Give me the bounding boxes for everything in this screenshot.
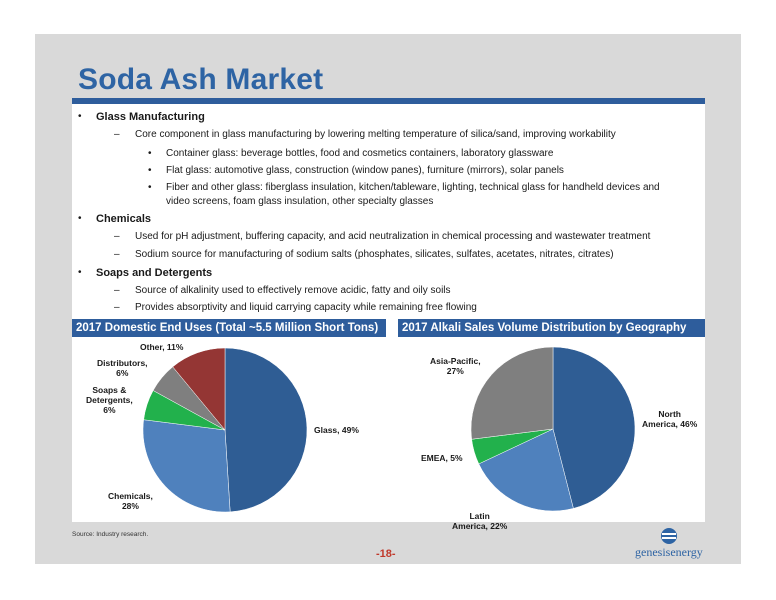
genesis-logo-icon <box>661 528 677 544</box>
glass-subpoint: Core component in glass manufacturing by… <box>135 129 616 140</box>
glass-item-fiber-cont: video screens, foam glass insulation, ot… <box>166 196 434 207</box>
bullet: • <box>78 267 82 278</box>
glass-item-container: Container glass: beverage bottles, food … <box>166 148 554 159</box>
section-heading-glass: Glass Manufacturing <box>96 111 205 123</box>
pie-label-chemicals: Chemicals, 28% <box>108 491 153 511</box>
geography-slice-3 <box>470 346 554 440</box>
pie-chart-end-uses <box>142 347 308 513</box>
page-title: Soda Ash Market <box>78 63 324 96</box>
pie-chart-geography <box>470 346 636 512</box>
title-divider <box>72 98 705 104</box>
geography-slice-1 <box>478 428 574 512</box>
source-note: Source: Industry research. <box>72 531 149 538</box>
page-number: -18- <box>376 548 396 560</box>
pie-label-latin-america: Latin America, 22% <box>452 511 508 531</box>
pie-label-north-america: North America, 46% <box>642 409 698 429</box>
dash-bullet: – <box>114 249 120 260</box>
bullet: • <box>148 165 152 176</box>
soaps-subpoint-2: Provides absorptivity and liquid carryin… <box>135 302 477 313</box>
end-uses-slice-1 <box>142 419 231 513</box>
dash-bullet: – <box>114 231 120 242</box>
chart-header-end-uses: 2017 Domestic End Uses (Total ~5.5 Milli… <box>72 319 386 337</box>
pie-label-asia-pacific: Asia-Pacific, 27% <box>430 356 481 376</box>
bullet: • <box>78 111 82 122</box>
bullet: • <box>148 148 152 159</box>
end-uses-slice-0 <box>224 347 308 513</box>
glass-item-fiber: Fiber and other glass: fiberglass insula… <box>166 182 660 193</box>
pie-label-other: Other, 11% <box>140 342 184 352</box>
chart-header-geography: 2017 Alkali Sales Volume Distribution by… <box>398 319 705 337</box>
dash-bullet: – <box>114 302 120 313</box>
pie-label-soaps: Soaps & Detergents, 6% <box>86 385 133 415</box>
bullet: • <box>78 213 82 224</box>
company-logo: genesisenergy <box>635 545 703 559</box>
bullet: • <box>148 182 152 193</box>
section-heading-soaps: Soaps and Detergents <box>96 267 213 279</box>
pie-label-glass: Glass, 49% <box>314 425 359 435</box>
pie-label-distributors: Distributors, 6% <box>97 358 148 378</box>
dash-bullet: – <box>114 129 120 140</box>
section-heading-chemicals: Chemicals <box>96 213 152 225</box>
end-uses-slice-4 <box>172 347 226 431</box>
dash-bullet: – <box>114 285 120 296</box>
geography-slice-0 <box>552 346 636 509</box>
chemicals-subpoint-2: Sodium source for manufacturing of sodiu… <box>135 249 614 260</box>
pie-label-emea: EMEA, 5% <box>421 453 463 463</box>
glass-item-flat: Flat glass: automotive glass, constructi… <box>166 165 564 176</box>
soaps-subpoint-1: Source of alkalinity used to effectively… <box>135 285 451 296</box>
chemicals-subpoint-1: Used for pH adjustment, buffering capaci… <box>135 231 651 242</box>
